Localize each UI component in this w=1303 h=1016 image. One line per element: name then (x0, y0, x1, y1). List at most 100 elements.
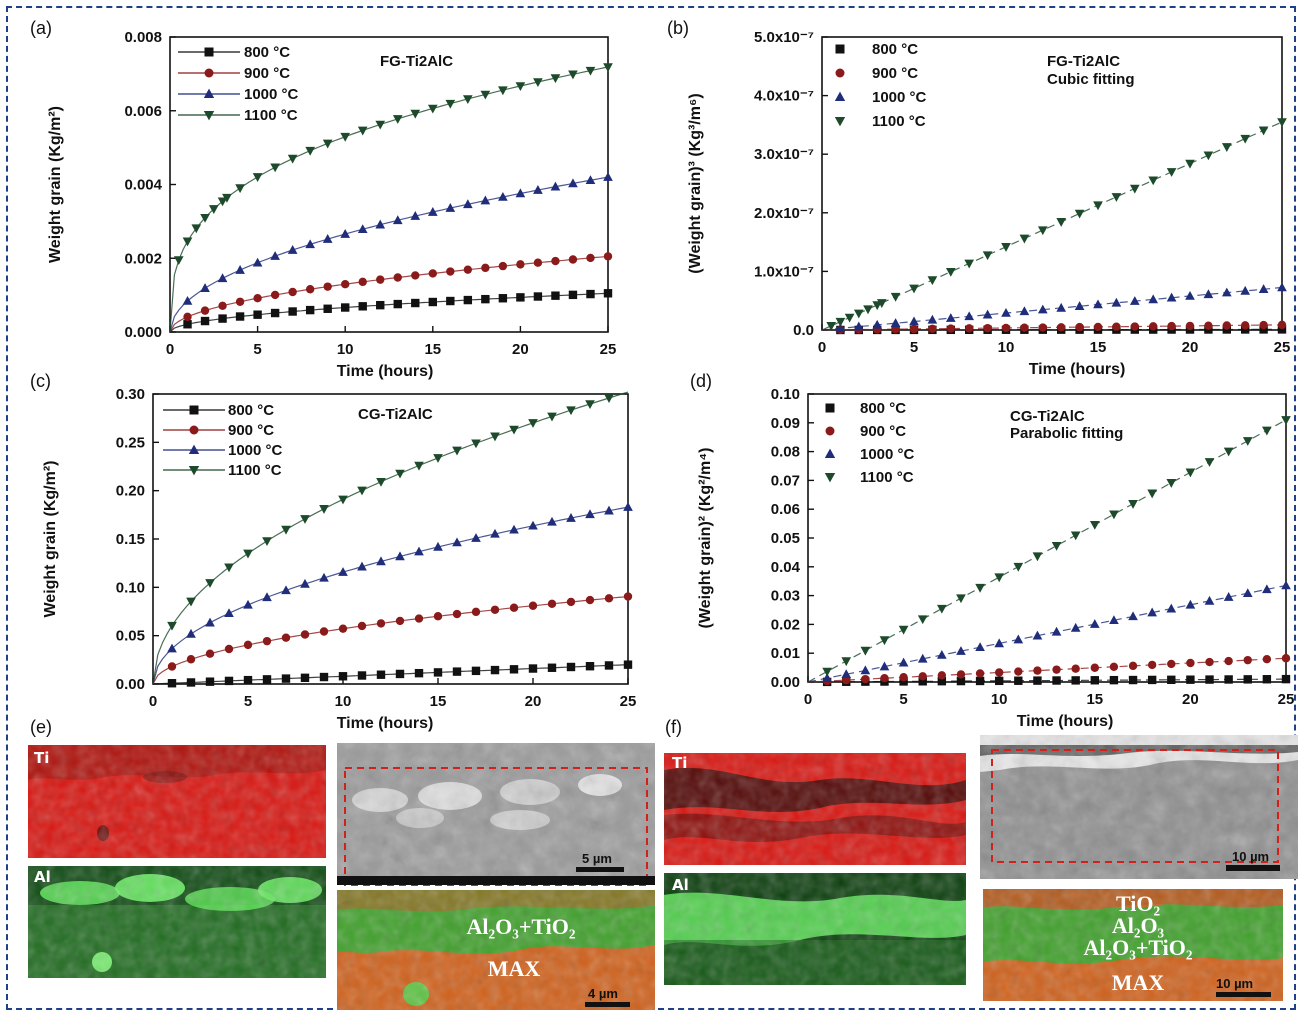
data-point (994, 573, 1005, 583)
data-point (252, 173, 263, 183)
chart-title: FG-Ti2AlC (380, 53, 453, 70)
data-point (393, 299, 402, 309)
x-tick-label: 25 (1278, 691, 1295, 708)
fit-line (152, 595, 629, 685)
y-axis-label: Weight grain (Kg/m²) (42, 460, 59, 617)
data-point (452, 537, 462, 547)
data-point (208, 205, 219, 214)
data-point (338, 495, 348, 505)
data-point (205, 617, 215, 627)
data-point (480, 90, 491, 100)
data-point (376, 275, 385, 284)
data-point (433, 541, 443, 551)
legend-marker (188, 444, 200, 455)
data-point (358, 277, 367, 287)
x-tick-label: 0 (804, 691, 812, 708)
data-point (471, 439, 481, 449)
legend-marker (834, 91, 846, 102)
data-point (1204, 458, 1215, 467)
data-point (1281, 654, 1291, 663)
data-point (471, 533, 481, 542)
plot-frame (821, 36, 1283, 331)
data-point (1051, 541, 1062, 551)
data-point (1259, 325, 1268, 334)
data-point (1185, 159, 1195, 169)
data-point (928, 324, 937, 333)
data-point (433, 454, 443, 463)
x-tick-label: 10 (991, 691, 1008, 708)
data-point (585, 595, 595, 605)
data-point (515, 188, 526, 198)
legend-label: 900 °C (872, 65, 918, 82)
data-point (411, 271, 420, 280)
data-point (182, 295, 193, 305)
x-tick-label: 20 (1182, 339, 1199, 356)
data-point (410, 109, 421, 119)
max-label-f: MAX (1112, 970, 1165, 995)
data-point (218, 314, 227, 323)
panel-letter: (c) (30, 371, 51, 391)
data-point (463, 199, 473, 209)
data-point (305, 285, 315, 294)
data-point (1013, 562, 1024, 572)
data-point (964, 259, 975, 269)
data-point (975, 583, 985, 593)
data-point (995, 668, 1004, 677)
data-point (898, 625, 909, 635)
data-point (322, 139, 333, 149)
legend-label: 800 °C (872, 41, 918, 58)
x-tick-label: 25 (600, 341, 617, 358)
data-point (217, 197, 228, 207)
data-point (281, 674, 291, 683)
data-point (937, 671, 947, 680)
legend-marker (825, 426, 835, 436)
chart-panel-c: (c) 0 5 10 15 20 25 0.00 0.05 0.10 0.15 0.20 0.25 0.3… (30, 371, 636, 732)
data-point (1128, 661, 1138, 671)
data-point (1242, 437, 1253, 446)
y-tick-label: 0.04 (771, 559, 801, 576)
data-point (841, 669, 852, 679)
sem-scale-e: 5 µm (582, 851, 612, 866)
data-point (964, 311, 975, 321)
data-point (917, 615, 928, 625)
ti-map-f: Ti (664, 753, 966, 865)
data-point (288, 307, 297, 316)
y-tick-label: 0.08 (771, 444, 800, 461)
ti-label-f: Ti (672, 754, 687, 772)
data-point (1109, 675, 1119, 685)
data-point (287, 154, 298, 164)
data-point (235, 297, 245, 306)
data-point (982, 251, 993, 261)
legend-label: 1000 °C (860, 446, 915, 463)
x-tick-label: 10 (998, 339, 1015, 356)
x-tick-label: 20 (1182, 691, 1199, 708)
data-point (1166, 479, 1177, 488)
fit-line (821, 286, 1283, 331)
data-point (1258, 126, 1269, 136)
chart-panel-a: (a) 0 5 10 15 20 25 0.000 0.002 0.004 0.006 0.008 Ti… (30, 18, 616, 380)
data-point (253, 310, 262, 319)
data-point (566, 406, 576, 416)
data-point (452, 446, 462, 456)
data-point (1020, 323, 1029, 332)
al-label-e: Al (34, 868, 51, 886)
y-tick-label: 0.03 (771, 588, 800, 605)
data-point (262, 537, 272, 547)
data-point (395, 669, 405, 679)
data-point (1129, 184, 1140, 194)
data-point (235, 184, 245, 194)
data-point (481, 263, 490, 273)
legend-marker (824, 472, 836, 483)
data-point (392, 115, 403, 124)
data-point (879, 661, 890, 671)
data-point (876, 299, 887, 308)
data-point (841, 657, 852, 667)
data-point (410, 211, 421, 220)
data-point (243, 640, 253, 650)
data-point (890, 292, 901, 302)
panel-letter: (d) (690, 371, 712, 391)
legend-marker (203, 110, 215, 121)
data-point (224, 644, 234, 654)
panel-letter-e: (e) (30, 717, 52, 737)
data-point (1167, 675, 1176, 685)
